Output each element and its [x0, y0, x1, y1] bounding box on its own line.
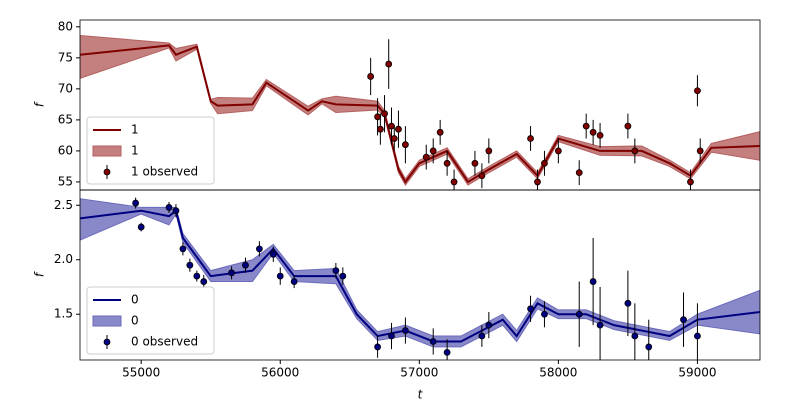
- x-tick-label: 57000: [400, 366, 438, 380]
- observed-point: [269, 250, 277, 258]
- observed-point: [385, 60, 393, 68]
- observed-point: [582, 122, 590, 130]
- observed-point: [575, 310, 583, 318]
- legend-box: [86, 116, 215, 185]
- observed-point: [575, 169, 583, 177]
- observed-point: [624, 299, 632, 307]
- mean-line: [80, 44, 760, 184]
- observed-point: [471, 159, 479, 167]
- observed-point: [527, 135, 534, 142]
- x-tick-label: 58000: [539, 366, 577, 380]
- y-tick-label: 2.5: [54, 198, 73, 212]
- observed-point: [478, 172, 486, 180]
- observed-point: [527, 305, 534, 313]
- plot-area: [80, 35, 760, 190]
- observed-point: [132, 199, 140, 207]
- observed-point: [631, 147, 639, 155]
- observed-point: [276, 272, 284, 280]
- y-tick-label: 75: [58, 50, 73, 64]
- observed-point: [436, 128, 444, 136]
- observed-point: [193, 272, 201, 280]
- observed-point: [596, 321, 604, 329]
- legend-label: 1: [131, 123, 139, 137]
- x-tick-label: 55000: [122, 366, 160, 380]
- legend-label: 0: [131, 293, 139, 307]
- observed-point: [443, 348, 451, 356]
- observed-point: [450, 178, 458, 186]
- observed-point: [179, 245, 187, 253]
- observed-point: [374, 343, 381, 351]
- observed-point: [401, 141, 409, 149]
- observed-point: [200, 278, 208, 285]
- observed-point: [388, 122, 395, 130]
- y-axis-label: f: [33, 101, 47, 107]
- observed-point: [680, 316, 687, 324]
- y-tick-label: 1.5: [54, 307, 73, 321]
- observed-point: [541, 310, 548, 318]
- observed-point: [255, 245, 263, 253]
- observed-point: [696, 147, 704, 155]
- observed-point: [443, 159, 451, 167]
- observed-point: [242, 261, 249, 269]
- observed-point: [429, 338, 437, 345]
- legend-marker: [103, 168, 111, 176]
- legend-box: [86, 286, 215, 355]
- observed-point: [290, 278, 298, 285]
- observed-point: [596, 132, 604, 139]
- legend-marker: [103, 338, 111, 346]
- legend-label: 1: [131, 144, 139, 158]
- observed-point: [534, 178, 541, 186]
- legend-label: 0 observed: [131, 335, 198, 349]
- mean-line: [80, 208, 760, 343]
- observed-point: [429, 147, 437, 155]
- observed-point: [589, 278, 597, 285]
- y-tick-label: 70: [58, 81, 73, 95]
- x-tick-label: 59000: [678, 366, 716, 380]
- y-tick-label: 80: [58, 19, 73, 33]
- plot-area: [80, 197, 760, 360]
- y-tick-label: 60: [58, 143, 73, 157]
- observed-point: [388, 332, 395, 340]
- observed-point: [332, 267, 340, 275]
- observed-point: [374, 113, 381, 121]
- axes-frame: [79, 189, 761, 361]
- y-axis-label: f: [33, 271, 47, 277]
- observed-point: [376, 125, 384, 133]
- confidence-band: [80, 198, 760, 348]
- observed-point: [589, 128, 597, 136]
- observed-point: [485, 321, 493, 329]
- x-axis-label: t: [418, 388, 424, 400]
- observed-point: [367, 73, 375, 80]
- observed-point: [165, 204, 173, 211]
- observed-point: [624, 122, 632, 130]
- observed-point: [541, 159, 548, 167]
- observed-point: [186, 261, 194, 269]
- observed-point: [645, 343, 653, 351]
- y-tick-label: 2.0: [54, 252, 73, 266]
- observed-point: [381, 110, 388, 118]
- observed-point: [422, 153, 430, 161]
- legend-patch: [92, 145, 122, 157]
- observed-point: [694, 332, 701, 340]
- observed-point: [390, 135, 398, 142]
- observed-point: [631, 332, 639, 340]
- observed-point: [137, 223, 145, 231]
- legend-label: 0: [131, 314, 139, 328]
- observed-point: [478, 332, 486, 340]
- observed-point: [554, 147, 562, 155]
- observed-point: [172, 207, 180, 215]
- observed-point: [694, 87, 701, 95]
- legend-label: 1 observed: [131, 165, 198, 179]
- legend-patch: [92, 315, 122, 327]
- observed-point: [401, 327, 409, 334]
- observed-point: [687, 178, 694, 186]
- y-tick-label: 55: [58, 174, 73, 188]
- observed-point: [228, 269, 235, 277]
- x-tick-label: 56000: [261, 366, 299, 380]
- observed-point: [339, 272, 347, 280]
- observed-point: [485, 147, 493, 155]
- y-tick-label: 65: [58, 112, 73, 126]
- observed-point: [395, 125, 402, 133]
